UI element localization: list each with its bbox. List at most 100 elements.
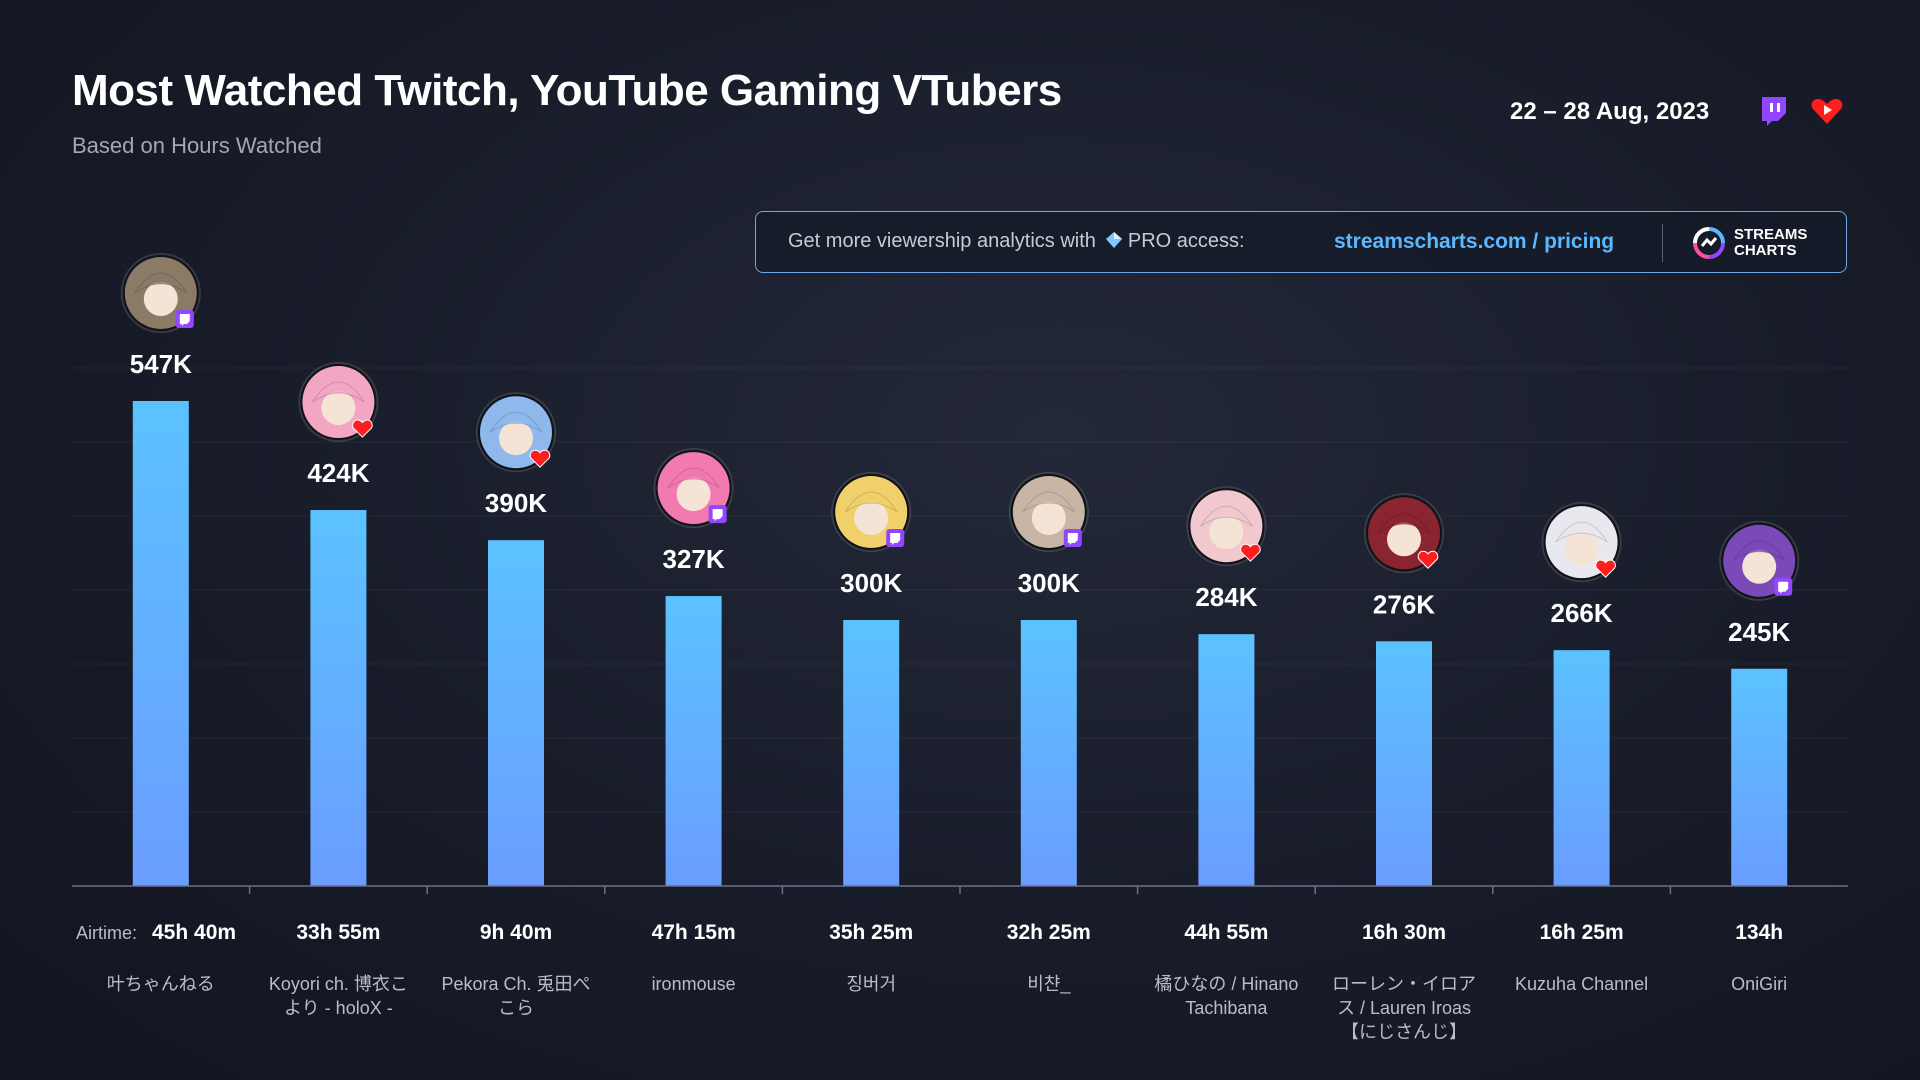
streamer-name[interactable]: 비챤_ bbox=[960, 972, 1138, 996]
promo-divider bbox=[1662, 224, 1663, 262]
streamer-name-line: ス / Lauren Iroas bbox=[1336, 998, 1472, 1018]
bar[interactable] bbox=[488, 540, 544, 886]
bar-value-label: 245K bbox=[1728, 617, 1790, 647]
promo-text: Get more viewership analytics with PRO ac… bbox=[788, 230, 1245, 253]
brand-text: STREAMS CHARTS bbox=[1734, 227, 1807, 259]
streamer-name[interactable]: Koyori ch. 博衣こ より - holoX - bbox=[249, 972, 427, 1020]
youtube-gaming-icon bbox=[1595, 559, 1616, 578]
bar-value-label: 390K bbox=[485, 488, 547, 518]
twitch-icon bbox=[708, 505, 727, 524]
bar[interactable] bbox=[1553, 650, 1610, 886]
bar[interactable] bbox=[1376, 641, 1432, 886]
streamer-avatar[interactable] bbox=[653, 448, 734, 529]
streamer-name[interactable]: ironmouse bbox=[605, 972, 783, 996]
streamer-name[interactable]: ローレン・イロアス / Lauren Iroas 【にじさんじ】 bbox=[1315, 972, 1493, 1044]
streamer-name[interactable]: 橘ひなの / Hinano Tachibana bbox=[1137, 972, 1315, 1020]
twitch-icon bbox=[1762, 97, 1786, 126]
bar[interactable] bbox=[665, 596, 722, 886]
bar[interactable] bbox=[132, 401, 189, 886]
avatar-face bbox=[321, 391, 356, 426]
twitch-badge-glyph bbox=[179, 314, 190, 326]
airtime-value: 134h bbox=[1735, 921, 1784, 944]
youtube-gaming-icon bbox=[1417, 550, 1439, 569]
streamer-name-line: 【にじさんじ】 bbox=[1341, 1022, 1467, 1042]
streamer-avatar[interactable] bbox=[1719, 520, 1800, 601]
avatar-face bbox=[499, 421, 533, 456]
avatar-face bbox=[676, 477, 711, 512]
avatar-hair bbox=[1555, 521, 1609, 543]
bar-value-label: 300K bbox=[1018, 568, 1080, 598]
twitch-icon bbox=[1063, 529, 1082, 548]
twitch-badge-glyph bbox=[1778, 581, 1789, 594]
youtube-badge-heart bbox=[1595, 559, 1616, 578]
streamer-avatar[interactable] bbox=[1364, 493, 1444, 574]
streamer-avatar[interactable] bbox=[831, 472, 912, 553]
streamer-name-line: 징버거 bbox=[846, 974, 897, 994]
bar[interactable] bbox=[1020, 620, 1077, 886]
bar-value-label: 547K bbox=[130, 349, 192, 379]
youtube-badge-heart bbox=[352, 419, 373, 438]
date-range: 22 – 28 Aug, 2023 bbox=[1510, 98, 1710, 125]
streamer-name[interactable]: 징버거 bbox=[782, 972, 960, 996]
avatar-face bbox=[1209, 515, 1244, 550]
streamer-name-line: こら bbox=[498, 998, 534, 1018]
avatar-face bbox=[143, 282, 178, 316]
avatar-face bbox=[1387, 522, 1421, 557]
bar[interactable] bbox=[1198, 634, 1255, 886]
airtime-label: Airtime: bbox=[76, 923, 138, 943]
streamer-name-line: ローレン・イロア bbox=[1332, 974, 1476, 994]
avatar-face bbox=[1031, 501, 1066, 536]
streamer-name-line: Pekora Ch. 兎田ぺ bbox=[441, 974, 591, 994]
twitch-badge-glyph bbox=[1067, 533, 1078, 546]
bar-value-label: 266K bbox=[1551, 598, 1613, 628]
streamer-name-line: ironmouse bbox=[651, 974, 736, 994]
promo-banner[interactable]: Get more viewership analytics with PRO ac… bbox=[755, 211, 1847, 273]
youtube-gaming-icon bbox=[352, 419, 373, 438]
avatar-hair bbox=[1022, 491, 1076, 513]
bar-value-label: 284K bbox=[1195, 582, 1257, 612]
youtube-gaming-icon bbox=[1811, 99, 1843, 124]
diamond-icon bbox=[1105, 232, 1122, 248]
streamer-name[interactable]: Kuzuha Channel bbox=[1493, 972, 1671, 996]
streamer-name[interactable]: 叶ちゃんねる bbox=[72, 972, 250, 996]
avatar-hair bbox=[844, 491, 898, 513]
airtime-value: 35h 25m bbox=[829, 921, 914, 944]
avatar-hair bbox=[489, 411, 543, 433]
bar-value-label: 327K bbox=[663, 544, 725, 574]
avatar-face bbox=[1742, 549, 1777, 584]
streams-charts-logo-icon bbox=[1693, 227, 1725, 259]
twitch-icon bbox=[886, 529, 905, 548]
airtime-value: 16h 30m bbox=[1361, 921, 1447, 944]
youtube-badge-heart bbox=[1417, 550, 1439, 569]
streamer-avatar[interactable] bbox=[1008, 472, 1089, 553]
promo-text-before: Get more viewership analytics with bbox=[788, 230, 1096, 252]
twitch-icon bbox=[175, 310, 194, 328]
avatar-hair bbox=[311, 381, 365, 403]
bar[interactable] bbox=[310, 510, 367, 886]
streamer-avatar[interactable] bbox=[120, 253, 201, 333]
bar-value-label: 276K bbox=[1373, 589, 1435, 619]
streamer-avatar[interactable] bbox=[476, 392, 556, 473]
bar[interactable] bbox=[843, 620, 900, 886]
page-title: Most Watched Twitch, YouTube Gaming VTub… bbox=[72, 66, 1062, 115]
bar-value-label: 300K bbox=[840, 568, 902, 598]
avatar-hair bbox=[667, 467, 721, 489]
streamer-avatar[interactable] bbox=[1186, 486, 1267, 567]
avatar-hair bbox=[1199, 505, 1253, 527]
bar[interactable] bbox=[1731, 668, 1788, 886]
streamer-avatar[interactable] bbox=[298, 362, 379, 443]
avatar-hair bbox=[1732, 540, 1786, 562]
twitch-badge-glyph bbox=[890, 533, 901, 546]
streamer-name-line: より - holoX - bbox=[284, 998, 393, 1018]
avatar-hair bbox=[1377, 513, 1431, 534]
streamer-name-line: Kuzuha Channel bbox=[1515, 974, 1649, 994]
streamer-name[interactable]: OniGiri bbox=[1670, 972, 1848, 996]
airtime-value: 16h 25m bbox=[1539, 921, 1624, 944]
youtube-gaming-icon bbox=[1240, 543, 1261, 562]
youtube-gaming-icon bbox=[529, 449, 551, 468]
streamer-avatar[interactable] bbox=[1541, 502, 1622, 583]
airtime-value: 32h 25m bbox=[1006, 921, 1091, 944]
streamer-name[interactable]: Pekora Ch. 兎田ぺ こら bbox=[427, 972, 605, 1020]
pricing-link[interactable]: streamscharts.com / pricing bbox=[1334, 230, 1615, 253]
